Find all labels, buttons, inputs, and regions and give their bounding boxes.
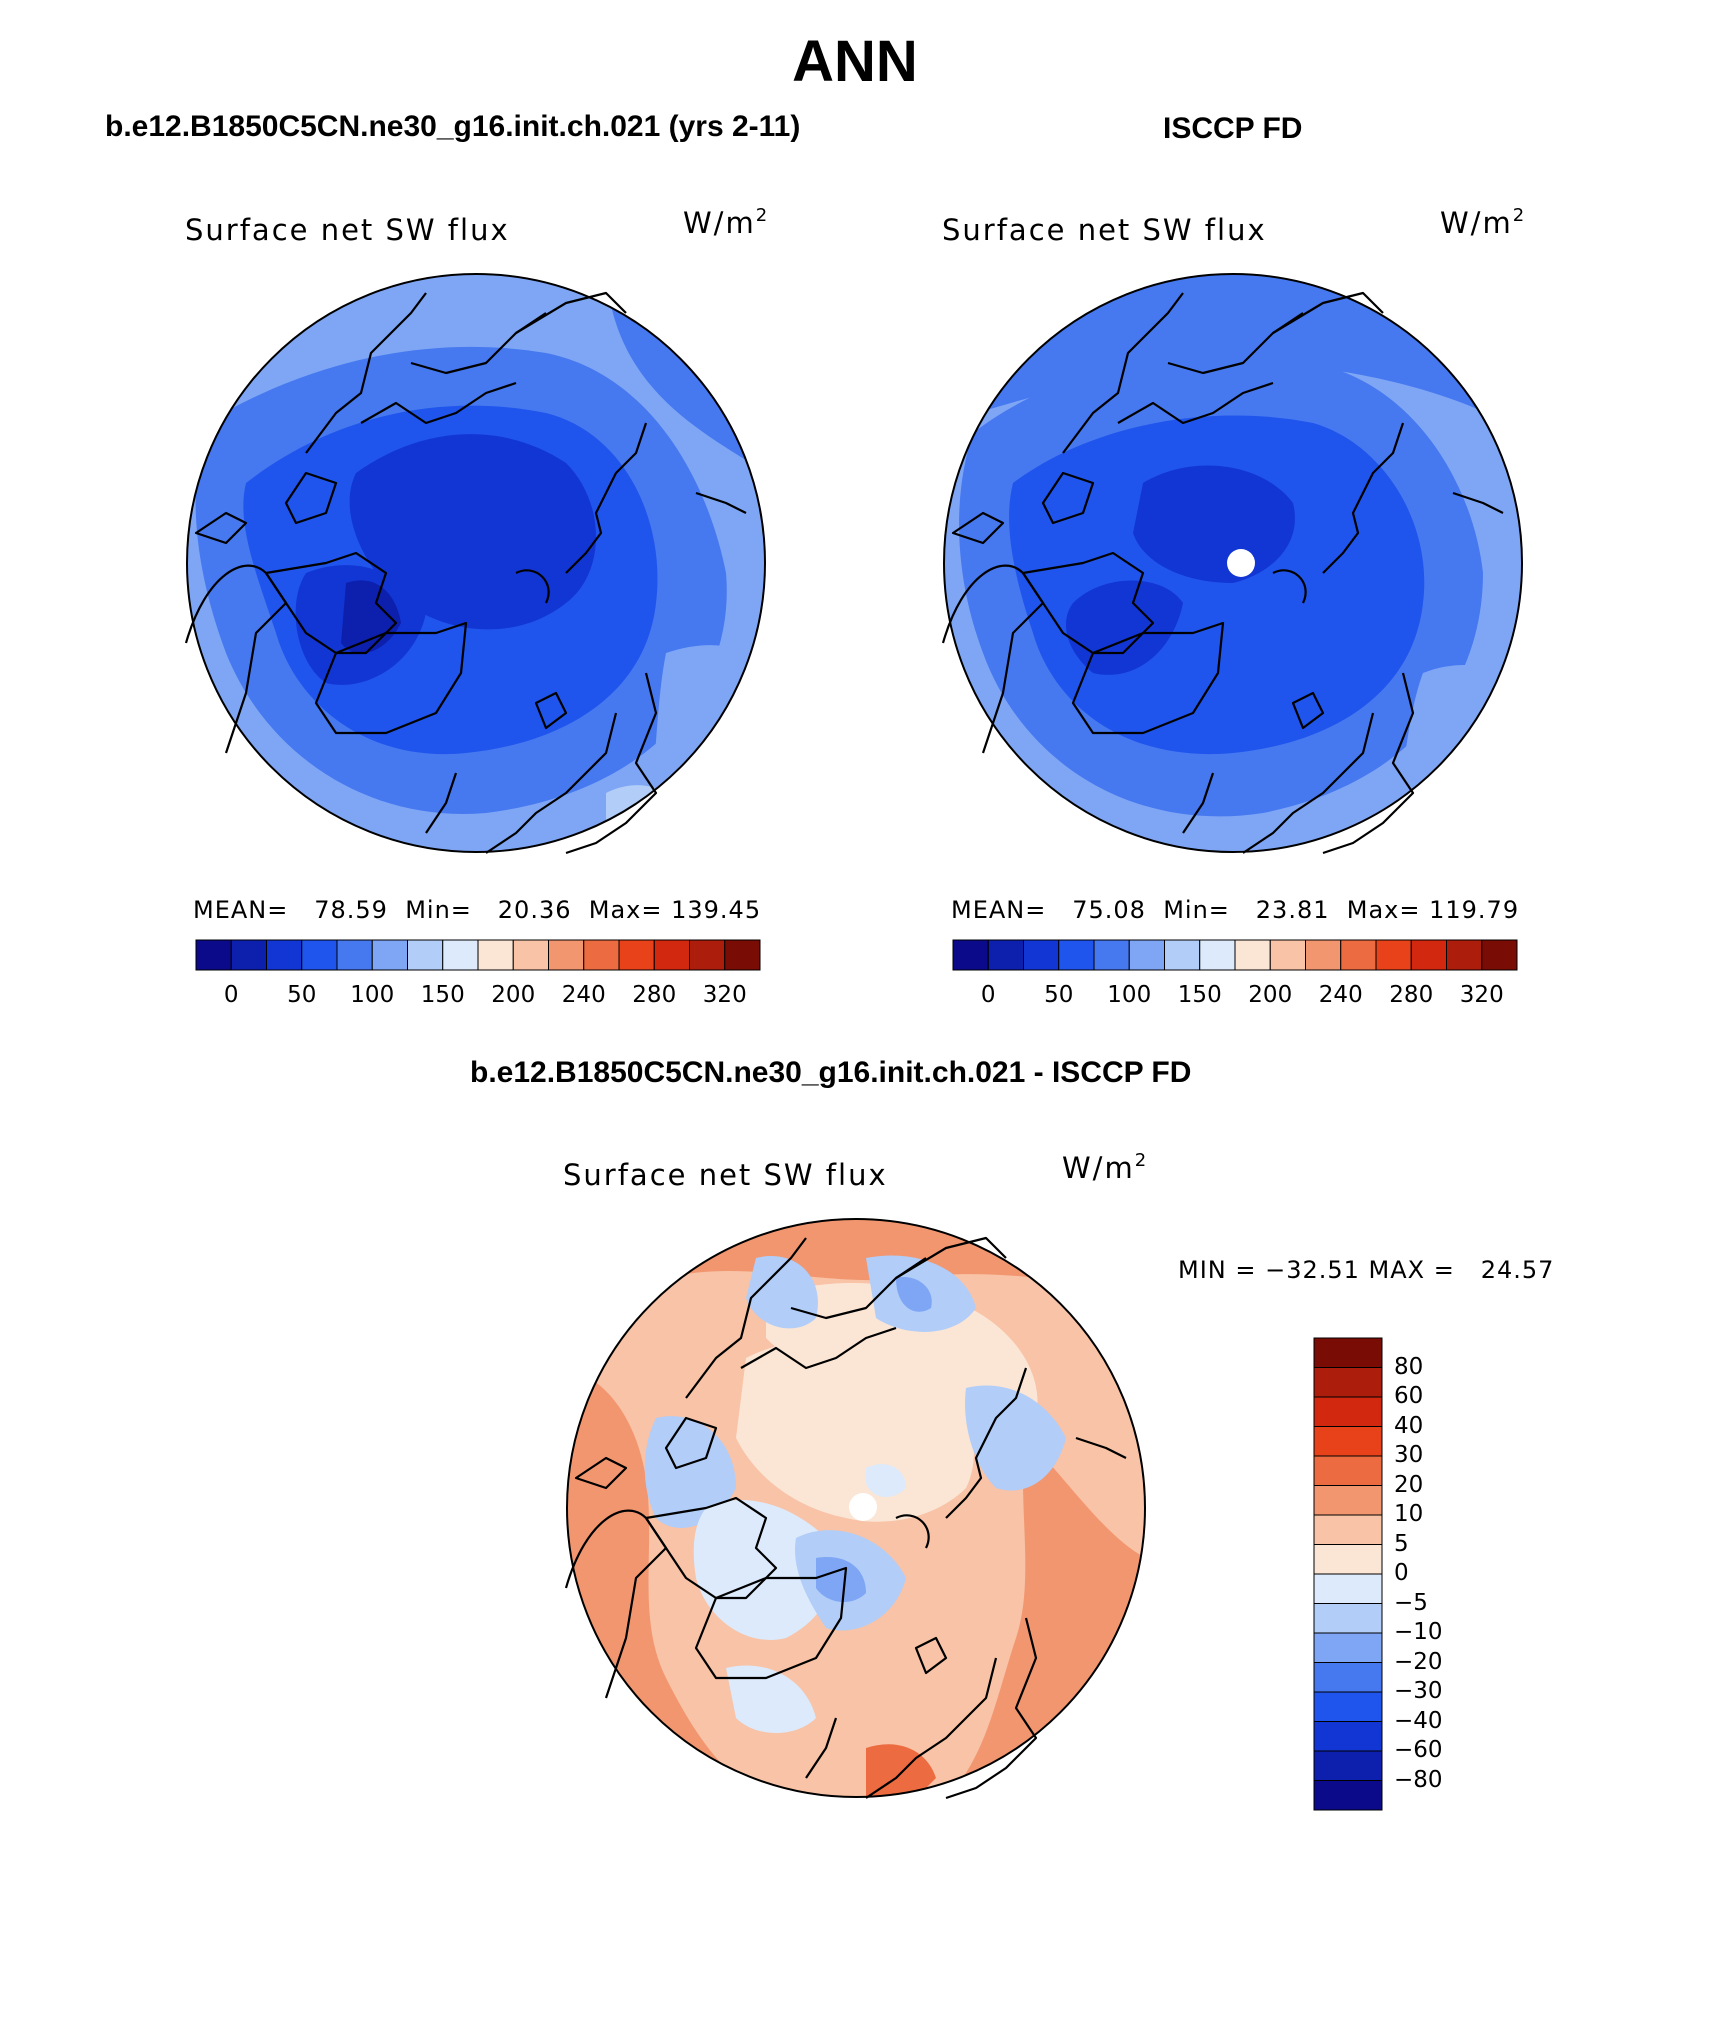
panel-1-colorbar-tick-label: 150 [420,982,465,1008]
difference-colorbar-tick-label: −5 [1394,1589,1428,1616]
panel-2-colorbar-swatch [1269,939,1306,971]
difference-polar-map [564,1218,1146,1800]
difference-stats: MIN = −32.51 MAX = 24.57 [1178,1256,1555,1284]
panel-2-colorbar-tick-label: 150 [1177,982,1222,1008]
panel-1-colorbar-tick-label: 0 [223,982,239,1008]
difference-colorbar-swatch [1313,1750,1383,1781]
panel-1-colorbar-swatch [442,939,479,971]
panel-1-colorbar-swatch [583,939,620,971]
panel-1-colorbar-swatch [301,939,338,971]
difference-colorbar-swatch [1313,1544,1383,1575]
panel-2-colorbar-tick-label: 200 [1248,982,1293,1008]
panel-1-colorbar-tick-label: 280 [632,982,677,1008]
difference-colorbar-swatch [1313,1721,1383,1752]
difference-colorbar-tick-label: 20 [1394,1471,1424,1498]
difference-colorbar-swatch [1313,1426,1383,1457]
difference-colorbar-swatch [1313,1662,1383,1693]
panel-2-colorbar-tick-label: 50 [1044,982,1074,1008]
difference-unit: W/m2 [1062,1150,1147,1185]
difference-colorbar [1313,1337,1383,1811]
panel-2-colorbar-swatch [1058,939,1095,971]
panel-2-colorbar-swatch [1375,939,1412,971]
panel-1-colorbar [195,939,761,971]
panel-2-colorbar-swatch [1093,939,1130,971]
difference-colorbar-swatch [1313,1573,1383,1604]
panel-2-colorbar-swatch [1199,939,1236,971]
difference-colorbar-swatch [1313,1632,1383,1663]
panel-2-colorbar-swatch [1128,939,1165,971]
panel-2-colorbar-swatch [1164,939,1201,971]
panel-1-colorbar-swatch [653,939,690,971]
panel-1-colorbar-tick-label: 200 [491,982,536,1008]
panel-1-colorbar-swatch [724,939,761,971]
difference-colorbar-tick-label: −10 [1394,1619,1443,1645]
difference-colorbar-tick-label: 80 [1394,1353,1424,1380]
panel-2-colorbar-tick-label: 0 [980,982,996,1008]
panel-2-colorbar-swatch [1446,939,1483,971]
panel-1-subtitle: b.e12.B1850C5CN.ne30_g16.init.ch.021 (yr… [105,110,801,143]
difference-colorbar-swatch [1313,1691,1383,1722]
panel-1-colorbar-swatch [548,939,585,971]
panel-2-colorbar-swatch [1340,939,1377,971]
panel-2-colorbar-swatch [1481,939,1518,971]
panel-2-variable-label: Surface net SW flux [942,213,1267,247]
difference-colorbar-tick-label: 60 [1394,1383,1424,1409]
panel-1-colorbar-tick-label: 50 [287,982,317,1008]
panel-1-colorbar-swatch [477,939,514,971]
panel-2-colorbar-tick-label: 240 [1318,982,1363,1008]
panel-1-colorbar-swatch [618,939,655,971]
panel-1-colorbar-tick-label: 100 [350,982,395,1008]
panel-1-colorbar-tick-label: 240 [561,982,606,1008]
panel-2-colorbar-tick-label: 100 [1107,982,1152,1008]
difference-colorbar-swatch [1313,1485,1383,1516]
panel-2-colorbar [952,939,1518,971]
difference-colorbar-tick-label: −40 [1394,1707,1443,1734]
page-title: ANN [792,29,918,94]
difference-colorbar-tick-label: 40 [1394,1412,1424,1439]
panel-2-colorbar-swatch [1410,939,1447,971]
difference-colorbar-tick-label: 30 [1394,1442,1424,1468]
difference-colorbar-swatch [1313,1367,1383,1398]
difference-colorbar-swatch [1313,1455,1383,1486]
difference-colorbar-swatch [1313,1396,1383,1427]
panel-2-subtitle: ISCCP FD [1163,112,1303,145]
difference-colorbar-swatch [1313,1603,1383,1634]
panel-1-colorbar-swatch [407,939,444,971]
panel-1-unit: W/m2 [683,205,768,240]
difference-colorbar-tick-label: −60 [1394,1737,1443,1763]
panel-2-unit: W/m2 [1440,205,1525,240]
difference-colorbar-tick-label: −80 [1394,1766,1443,1793]
panel-1-colorbar-swatch [689,939,726,971]
panel-2-colorbar-tick-label: 320 [1459,982,1504,1008]
panel-1-polar-map [184,273,766,855]
panel-1-stats: MEAN= 78.59 Min= 20.36 Max= 139.45 [193,896,762,924]
difference-colorbar-tick-label: 5 [1394,1530,1409,1557]
difference-colorbar-tick-label: −20 [1394,1648,1443,1675]
difference-colorbar-tick-label: −30 [1394,1678,1443,1704]
difference-colorbar-swatch [1313,1514,1383,1545]
difference-variable-label: Surface net SW flux [563,1158,888,1192]
panel-1-colorbar-swatch [512,939,549,971]
difference-colorbar-swatch [1313,1337,1383,1368]
panel-1-colorbar-swatch [371,939,408,971]
difference-colorbar-tick-label: 10 [1394,1501,1424,1527]
panel-1-colorbar-swatch [195,939,232,971]
panel-2-polar-map [941,273,1523,855]
difference-colorbar-swatch [1313,1780,1383,1811]
panel-1-colorbar-swatch [336,939,373,971]
panel-2-colorbar-swatch [987,939,1024,971]
panel-2-colorbar-swatch [1023,939,1060,971]
panel-2-stats: MEAN= 75.08 Min= 23.81 Max= 119.79 [951,896,1520,924]
panel-1-colorbar-tick-label: 320 [702,982,747,1008]
difference-subtitle: b.e12.B1850C5CN.ne30_g16.init.ch.021 - I… [470,1056,1192,1089]
panel-1-variable-label: Surface net SW flux [185,213,510,247]
panel-1-colorbar-swatch [230,939,267,971]
difference-colorbar-tick-label: 0 [1394,1560,1409,1586]
panel-1-colorbar-swatch [266,939,303,971]
panel-2-colorbar-swatch [1305,939,1342,971]
panel-2-colorbar-swatch [1234,939,1271,971]
panel-2-colorbar-tick-label: 280 [1389,982,1434,1008]
panel-2-colorbar-swatch [952,939,989,971]
